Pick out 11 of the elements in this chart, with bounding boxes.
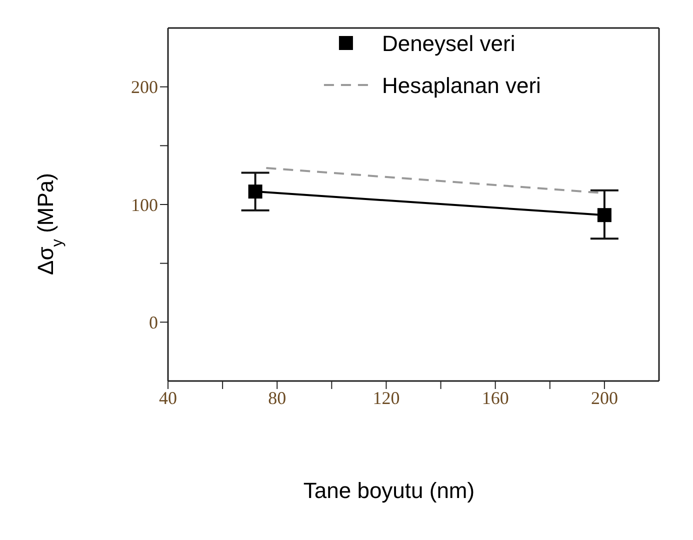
y-tick-label: 0 [149,312,158,333]
y-tick-label: 100 [131,194,158,215]
legend-label: Hesaplanan veri [382,73,541,98]
x-tick-label: 200 [590,388,618,408]
x-tick-label: 40 [159,388,177,408]
x-tick-label: 120 [372,388,400,408]
legend-label: Deneysel veri [382,31,516,56]
x-tick-label: 160 [482,388,509,408]
x-axis-title: Tane boyutu (nm) [303,478,475,503]
y-tick-label: 200 [131,77,158,98]
x-tick-label: 80 [268,388,286,408]
